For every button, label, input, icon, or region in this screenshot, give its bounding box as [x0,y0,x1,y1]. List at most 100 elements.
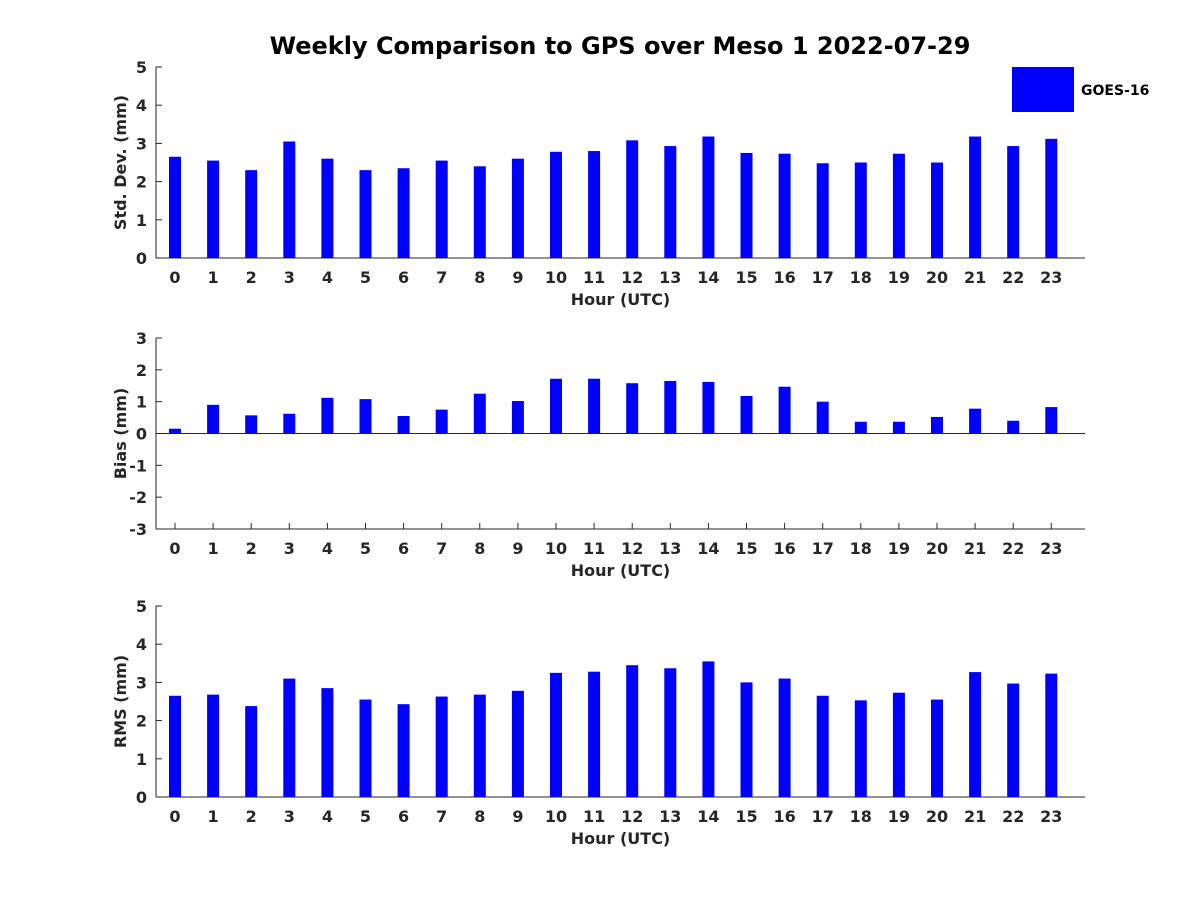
bar-hour-5 [359,399,372,434]
bar-hour-9 [511,401,524,434]
bar-hour-14 [702,381,715,434]
y-tick-label: 0 [136,249,147,268]
x-tick-label: 12 [621,807,643,826]
bar-hour-9 [511,690,524,797]
x-tick-label: 15 [735,539,757,558]
bar-hour-19 [892,153,905,258]
x-tick-label: 22 [1002,268,1024,287]
bar-hour-23 [1045,407,1058,434]
bar-hour-20 [931,162,943,258]
x-tick-label: 13 [659,268,681,287]
x-tick-label: 21 [964,539,986,558]
y-tick-label: -2 [129,488,147,507]
x-tick-label: 16 [773,807,795,826]
x-tick-label: 2 [246,807,257,826]
bar-hour-16 [778,678,791,797]
y-tick-label: 3 [136,673,147,692]
x-tick-label: 6 [398,268,409,287]
bar-hour-0 [169,156,181,258]
x-tick-label: 0 [169,539,180,558]
x-tick-label: 0 [169,268,180,287]
x-tick-label: 10 [545,807,567,826]
x-tick-label: 9 [512,807,523,826]
x-tick-label: 8 [474,268,485,287]
x-tick-label: 8 [474,539,485,558]
x-tick-label: 9 [512,539,523,558]
bar-hour-17 [816,163,829,258]
bar-hour-17 [816,401,829,434]
x-tick-label: 18 [850,807,872,826]
x-tick-label: 13 [659,539,681,558]
x-tick-label: 19 [888,268,910,287]
x-tick-label: 21 [964,807,986,826]
bar-hour-11 [588,671,601,797]
x-tick-label: 23 [1040,539,1062,558]
bar-hour-18 [854,162,867,258]
bar-hour-19 [892,421,905,434]
bar-hour-8 [473,694,486,797]
bar-hour-13 [664,380,677,434]
x-axis-label: Hour (UTC) [571,290,671,309]
bar-hour-12 [626,383,639,434]
x-tick-label: 1 [208,539,219,558]
x-tick-label: 7 [436,807,447,826]
bar-hour-0 [169,428,181,434]
bar-hour-15 [740,152,753,258]
bar-hour-11 [588,378,601,434]
bar-hour-18 [854,700,867,797]
y-tick-label: 4 [136,96,147,115]
y-tick-label: 5 [136,597,147,616]
y-tick-label: 1 [136,393,147,412]
x-tick-label: 6 [398,539,409,558]
x-tick-label: 3 [284,539,295,558]
bar-hour-7 [435,409,448,434]
bar-hour-1 [207,404,220,434]
bar-hour-13 [664,668,677,797]
bar-hour-3 [283,413,296,434]
bar-hour-7 [435,160,448,258]
x-tick-label: 3 [284,807,295,826]
x-tick-label: 2 [246,268,257,287]
bar-hour-15 [740,395,753,434]
x-tick-label: 18 [850,539,872,558]
x-tick-label: 9 [512,268,523,287]
x-tick-label: 14 [697,539,719,558]
bar-hour-4 [321,688,334,797]
bar-hour-8 [473,166,486,258]
legend: GOES-16 [1012,67,1149,112]
bar-hour-2 [245,170,258,258]
bar-hour-14 [702,661,715,797]
x-tick-label: 7 [436,268,447,287]
x-tick-label: 4 [322,807,333,826]
bar-hour-3 [283,678,296,797]
x-tick-label: 16 [773,539,795,558]
y-tick-label: 2 [136,712,147,731]
bar-hour-5 [359,170,372,258]
x-tick-label: 1 [208,807,219,826]
y-tick-label: -3 [129,520,147,539]
x-tick-label: 5 [360,268,371,287]
y-tick-label: 5 [136,58,147,77]
bar-hour-18 [854,421,867,434]
bar-hour-3 [283,141,296,258]
x-tick-label: 4 [322,539,333,558]
y-axis-label: RMS (mm) [111,655,130,748]
x-tick-label: 8 [474,807,485,826]
x-tick-label: 15 [735,807,757,826]
y-tick-label: 0 [136,788,147,807]
legend-label: GOES-16 [1081,83,1149,99]
x-tick-label: 20 [926,268,948,287]
bar-hour-19 [892,692,905,797]
bar-hour-20 [931,699,943,797]
x-tick-label: 2 [246,539,257,558]
x-tick-label: 21 [964,268,986,287]
bar-hour-5 [359,699,372,797]
x-axis-label: Hour (UTC) [571,829,671,848]
bar-hour-6 [397,415,410,434]
bar-hour-1 [207,694,220,797]
x-tick-label: 13 [659,807,681,826]
bar-hour-7 [435,696,448,797]
